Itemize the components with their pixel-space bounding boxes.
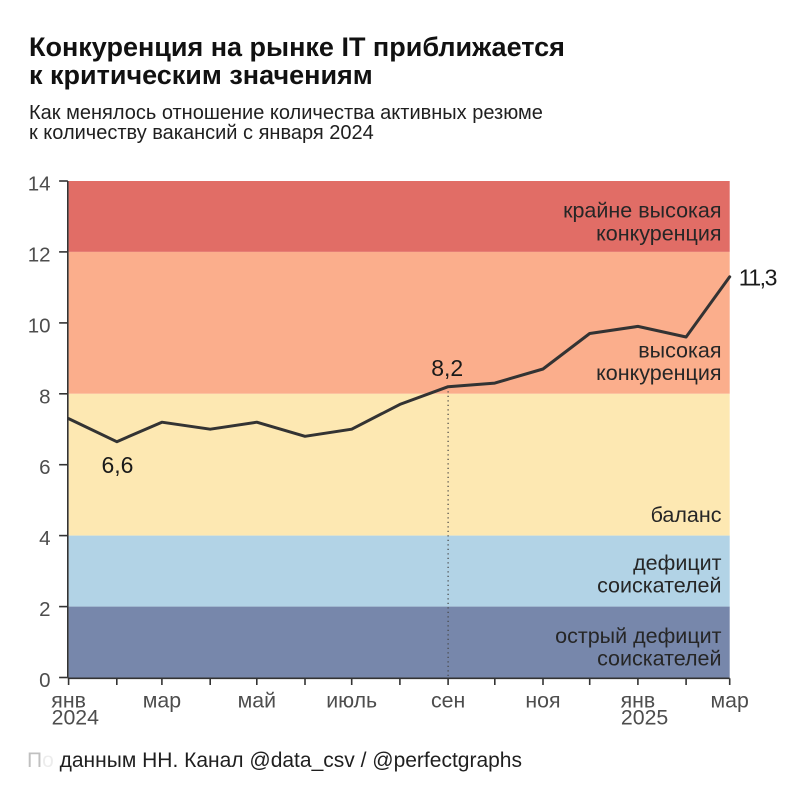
svg-text:10: 10 (28, 314, 51, 337)
svg-text:конкуренция: конкуренция (596, 222, 721, 246)
svg-text:конкуренция: конкуренция (596, 361, 721, 385)
svg-text:баланс: баланс (651, 503, 722, 527)
svg-text:май: май (238, 689, 276, 713)
svg-text:8,2: 8,2 (431, 355, 463, 381)
svg-text:0: 0 (39, 669, 50, 692)
svg-text:2024: 2024 (52, 706, 100, 730)
svg-text:сен: сен (431, 689, 465, 713)
svg-text:дефицит: дефицит (633, 551, 722, 575)
svg-text:мар: мар (143, 689, 181, 713)
svg-text:4: 4 (39, 527, 50, 550)
svg-text:8: 8 (39, 385, 50, 408)
svg-text:2025: 2025 (621, 706, 668, 730)
svg-text:6: 6 (39, 456, 50, 479)
svg-text:14: 14 (28, 173, 51, 196)
svg-text:12: 12 (28, 243, 51, 266)
svg-text:июль: июль (326, 689, 377, 713)
svg-text:11,3: 11,3 (739, 265, 777, 291)
svg-text:6,6: 6,6 (102, 452, 134, 478)
svg-text:мар: мар (711, 689, 749, 713)
svg-text:соискателей: соискателей (597, 647, 721, 671)
svg-text:янв: янв (621, 689, 656, 713)
svg-text:соискателей: соискателей (597, 574, 721, 598)
svg-text:высокая: высокая (638, 339, 721, 363)
svg-text:крайне высокая: крайне высокая (563, 199, 721, 223)
svg-text:янв: янв (51, 689, 86, 713)
svg-text:острый дефицит: острый дефицит (555, 624, 721, 648)
svg-text:ноя: ноя (525, 689, 560, 713)
svg-text:2: 2 (39, 598, 50, 621)
